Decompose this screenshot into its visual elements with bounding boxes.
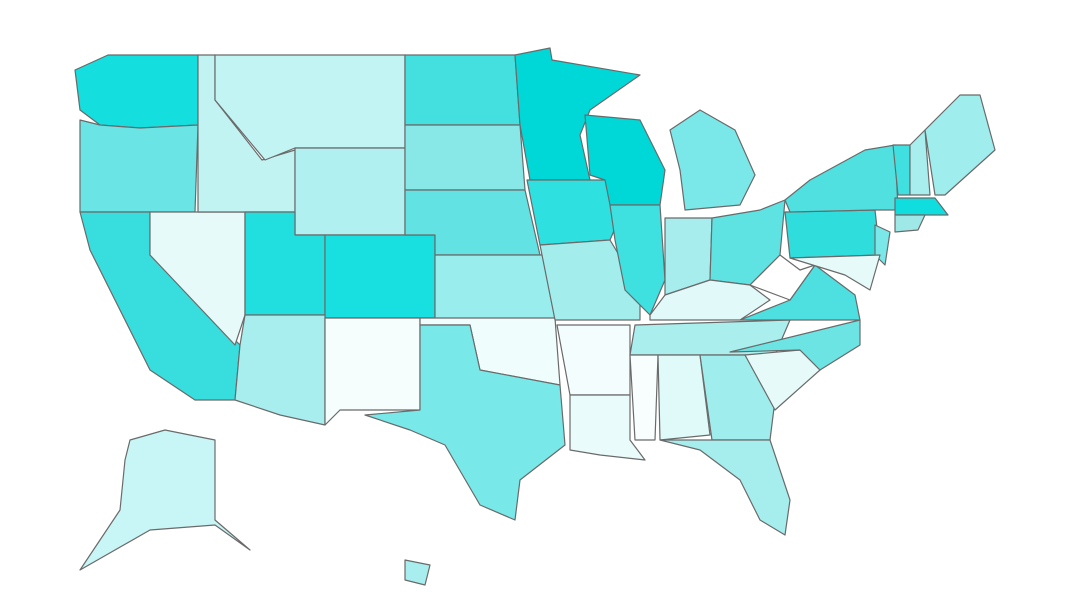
state — [404, 54, 521, 126]
state — [234, 314, 326, 426]
state — [556, 324, 631, 396]
state — [569, 394, 646, 461]
state — [789, 254, 881, 291]
state — [924, 94, 996, 196]
state — [784, 209, 881, 259]
state — [364, 324, 566, 521]
state — [324, 317, 421, 426]
state — [894, 197, 949, 216]
state — [749, 254, 816, 301]
state — [784, 144, 899, 213]
state — [404, 559, 431, 586]
state — [324, 234, 436, 319]
state — [657, 354, 711, 441]
state — [629, 354, 659, 441]
state — [79, 119, 199, 213]
state — [649, 279, 771, 321]
state — [434, 254, 556, 321]
state — [894, 214, 926, 233]
state — [79, 429, 251, 571]
state — [294, 147, 406, 236]
state — [659, 439, 791, 536]
state — [404, 124, 526, 191]
state — [669, 109, 756, 211]
state — [74, 54, 199, 129]
state — [739, 264, 861, 321]
state — [514, 47, 641, 181]
state — [729, 319, 861, 371]
state — [909, 129, 931, 196]
